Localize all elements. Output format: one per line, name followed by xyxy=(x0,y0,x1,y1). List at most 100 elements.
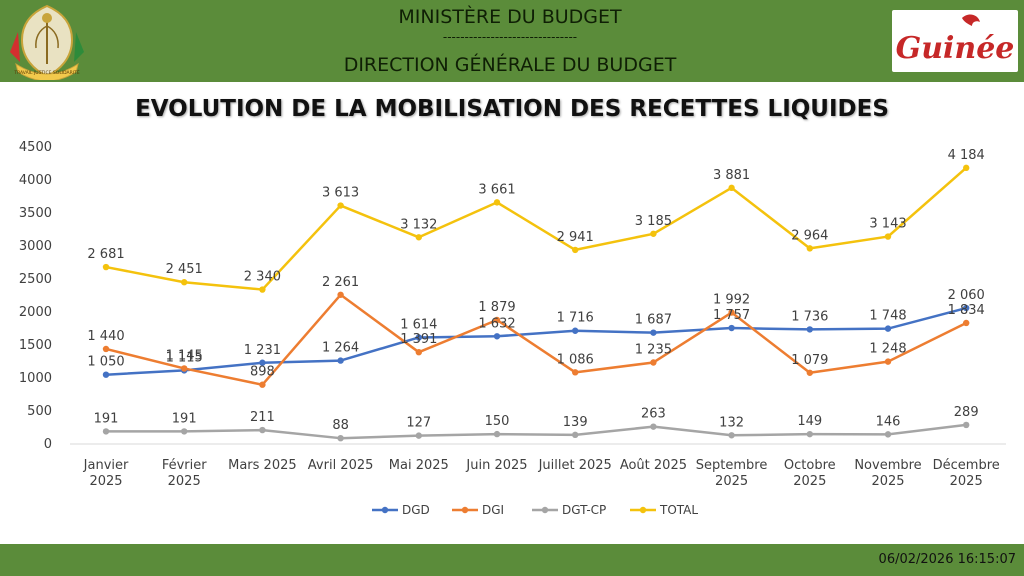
legend-marker-dgt-cp xyxy=(541,506,549,514)
data-point-dgt-cp xyxy=(572,431,579,439)
y-tick-label: 3000 xyxy=(19,239,52,254)
series-line-total xyxy=(105,166,968,291)
data-point-dgi xyxy=(259,381,266,388)
x-tick-label: 2025 xyxy=(793,474,826,489)
y-tick-label: 500 xyxy=(27,404,52,419)
data-label-dgi: 898 xyxy=(250,365,275,380)
data-label-dgt-cp: 146 xyxy=(876,414,901,429)
data-point-total xyxy=(493,199,501,206)
data-point-dgd xyxy=(728,324,735,332)
x-tick-label: 2025 xyxy=(715,474,748,489)
data-point-dgt-cp xyxy=(493,430,501,438)
data-label-dgt-cp: 132 xyxy=(719,415,744,430)
data-point-dgd xyxy=(102,371,110,378)
data-label-dgi: 1 086 xyxy=(557,352,594,367)
data-point-dgt-cp xyxy=(963,421,970,429)
data-label-total: 3 132 xyxy=(400,217,437,232)
timestamp: 06/02/2026 16:15:07 xyxy=(878,552,1016,567)
y-tick-label: 2000 xyxy=(19,305,52,320)
data-label-dgi: 1 391 xyxy=(400,332,437,347)
data-point-dgd xyxy=(884,325,892,332)
data-point-dgi xyxy=(963,319,970,327)
y-tick-label: 3500 xyxy=(19,206,52,221)
data-label-dgd: 1 736 xyxy=(791,309,828,324)
data-label-dgi: 1 235 xyxy=(635,342,672,357)
brand-wordmark: Guinée xyxy=(896,31,1015,66)
x-tick-label: Octobre xyxy=(784,458,836,473)
data-point-dgt-cp xyxy=(650,423,657,430)
data-point-dgt-cp xyxy=(415,432,422,439)
x-tick-label: 2025 xyxy=(89,474,122,489)
data-point-dgd xyxy=(963,304,970,312)
data-point-total xyxy=(884,233,892,240)
data-label-dgd: 1 687 xyxy=(635,313,672,328)
data-point-dgt-cp xyxy=(102,428,110,435)
data-label-total: 3 613 xyxy=(322,186,359,201)
header-separator: ------------------------------- xyxy=(442,30,578,44)
data-point-dgi xyxy=(650,359,657,366)
legend-marker-dgi xyxy=(461,506,469,514)
legend-marker-total xyxy=(639,506,647,514)
data-label-dgd: 1 050 xyxy=(87,355,124,370)
data-label-dgt-cp: 263 xyxy=(641,407,666,422)
data-point-dgd xyxy=(806,326,813,333)
data-point-dgi xyxy=(493,316,501,324)
series-lines xyxy=(105,166,968,440)
data-label-total: 2 964 xyxy=(791,228,828,243)
data-point-dgd xyxy=(259,359,266,366)
data-label-dgd: 1 231 xyxy=(244,343,281,358)
data-label-total: 2 681 xyxy=(87,247,124,262)
data-label-dgt-cp: 211 xyxy=(250,410,275,425)
data-point-dgt-cp xyxy=(806,430,813,438)
data-point-dgt-cp xyxy=(181,428,188,435)
data-label-dgt-cp: 191 xyxy=(172,411,197,426)
data-label-total: 3 661 xyxy=(478,182,515,197)
x-tick-label: Mars 2025 xyxy=(228,458,297,473)
data-point-dgt-cp xyxy=(728,432,735,439)
x-tick-label: Décembre xyxy=(933,458,1000,473)
direction-title: DIRECTION GÉNÉRALE DU BUDGET xyxy=(343,54,677,76)
data-label-dgi: 1 248 xyxy=(869,342,906,357)
data-label-total: 3 185 xyxy=(635,214,672,229)
y-tick-label: 0 xyxy=(44,437,52,452)
data-label-total: 2 451 xyxy=(166,262,203,277)
data-label-dgi: 1 440 xyxy=(87,329,124,344)
legend-label-dgi: DGI xyxy=(482,503,504,517)
data-point-dgd xyxy=(493,333,501,340)
y-tick-label: 1500 xyxy=(19,338,52,353)
data-point-total xyxy=(415,234,422,241)
x-tick-label: 2025 xyxy=(871,474,904,489)
chart-title: EVOLUTION DE LA MOBILISATION DES RECETTE… xyxy=(135,96,889,122)
data-point-total xyxy=(650,230,657,237)
data-point-total xyxy=(728,184,735,192)
data-point-dgd xyxy=(415,334,422,341)
x-tick-label: 2025 xyxy=(168,474,201,489)
y-axis: 0 500 1000 1500 2000 2500 3000 3500 4000 4500 xyxy=(19,140,52,452)
data-label-dgt-cp: 150 xyxy=(485,414,510,429)
data-label-total: 2 340 xyxy=(244,270,281,285)
x-tick-label: Septembre xyxy=(696,458,768,473)
data-point-total xyxy=(181,279,188,286)
guinee-brand-logo: Guinée xyxy=(892,10,1018,72)
data-label-dgd: 1 614 xyxy=(400,317,437,332)
data-label-dgd: 1 716 xyxy=(557,311,594,326)
x-tick-label: Juillet 2025 xyxy=(538,458,612,473)
data-label-dgd: 1 264 xyxy=(322,341,359,356)
x-tick-label: Mai 2025 xyxy=(389,458,449,473)
x-tick-label: Août 2025 xyxy=(620,458,687,473)
data-label-dgi: 1 879 xyxy=(478,300,515,315)
data-label-dgt-cp: 127 xyxy=(406,416,431,431)
series-line-dgt-cp xyxy=(106,423,967,440)
data-point-total xyxy=(572,246,579,254)
x-tick-label: Février xyxy=(162,458,207,473)
data-point-dgt-cp xyxy=(337,434,344,442)
data-label-total: 3 143 xyxy=(869,217,906,232)
data-point-total xyxy=(337,202,344,209)
data-label-dgt-cp: 139 xyxy=(563,415,588,430)
x-tick-label: Avril 2025 xyxy=(308,458,374,473)
series-points xyxy=(102,164,970,442)
data-label-total: 2 941 xyxy=(557,230,594,245)
x-tick-label: Novembre xyxy=(854,458,921,473)
data-point-dgt-cp xyxy=(259,426,266,434)
data-label-dgd: 2 060 xyxy=(948,288,985,303)
